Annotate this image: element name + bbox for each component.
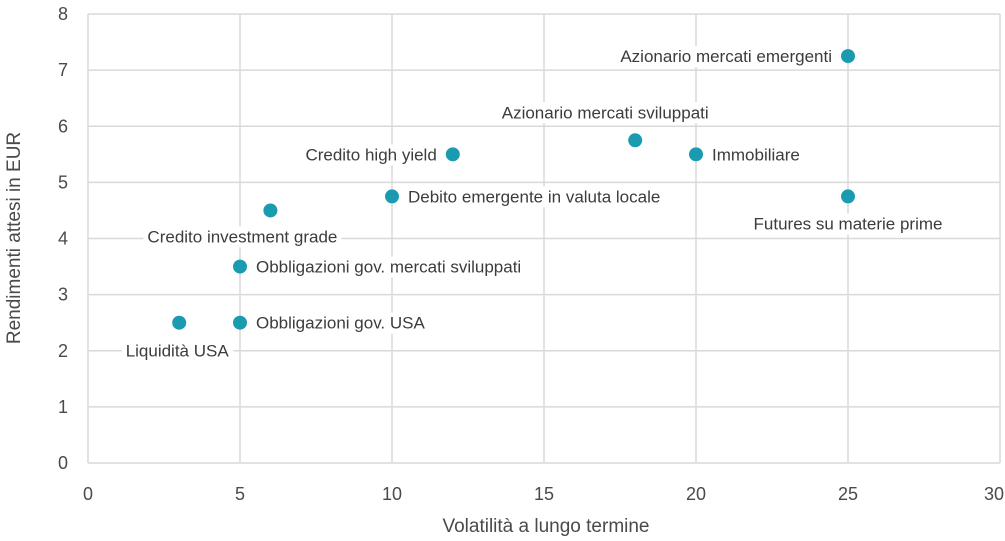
data-point bbox=[385, 189, 399, 204]
data-point bbox=[628, 133, 643, 148]
y-tick-label: 3 bbox=[58, 285, 68, 305]
y-tick-label: 8 bbox=[58, 4, 68, 24]
y-tick-label: 4 bbox=[58, 229, 68, 249]
x-tick-label: 0 bbox=[83, 484, 93, 504]
data-label: Credito investment grade bbox=[147, 227, 337, 246]
label-background bbox=[252, 312, 430, 334]
x-tick-label: 30 bbox=[984, 484, 1004, 504]
data-labels: Liquidità USA Obbligazioni gov. USA Obblig… bbox=[126, 47, 943, 361]
label-background bbox=[143, 226, 342, 248]
y-axis-title: Rendimenti attesi in EUR bbox=[4, 132, 25, 344]
x-axis-ticks: 0 5 10 15 20 25 30 bbox=[83, 484, 1004, 504]
x-tick-label: 15 bbox=[534, 484, 554, 504]
data-label: Debito emergente in valuta locale bbox=[408, 187, 660, 206]
data-label: Obbligazioni gov. USA bbox=[256, 314, 425, 333]
x-tick-label: 10 bbox=[382, 484, 402, 504]
data-point bbox=[233, 259, 247, 274]
y-tick-label: 2 bbox=[58, 341, 68, 361]
data-label: Liquidità USA bbox=[126, 342, 230, 361]
data-point bbox=[689, 147, 703, 162]
grid-lines bbox=[87, 13, 1001, 464]
data-label: Azionario mercati emergenti bbox=[620, 47, 832, 66]
data-label: Futures su materie prime bbox=[754, 214, 943, 233]
data-label: Immobiliare bbox=[712, 145, 800, 164]
y-tick-label: 1 bbox=[58, 397, 68, 417]
label-background bbox=[497, 102, 713, 124]
data-point bbox=[263, 203, 278, 218]
y-axis-ticks: 0 1 2 3 4 5 6 7 8 bbox=[58, 4, 68, 473]
x-tick-label: 25 bbox=[838, 484, 858, 504]
x-axis-title: Volatilità a lungo termine bbox=[442, 516, 649, 537]
label-background bbox=[708, 144, 804, 166]
x-tick-label: 20 bbox=[686, 484, 706, 504]
label-background bbox=[616, 46, 836, 68]
data-label: Obbligazioni gov. mercati sviluppati bbox=[256, 258, 521, 277]
y-tick-label: 5 bbox=[58, 172, 68, 192]
y-tick-label: 0 bbox=[58, 453, 68, 473]
label-background bbox=[121, 340, 234, 362]
data-points bbox=[172, 49, 855, 330]
data-point bbox=[445, 147, 460, 162]
label-backgrounds bbox=[121, 46, 947, 362]
y-tick-label: 6 bbox=[58, 116, 68, 136]
label-background bbox=[749, 213, 947, 235]
data-point bbox=[841, 49, 855, 64]
label-background bbox=[301, 144, 441, 166]
data-point bbox=[233, 315, 247, 330]
data-label: Credito high yield bbox=[305, 145, 436, 164]
data-label: Azionario mercati sviluppati bbox=[502, 103, 709, 122]
x-tick-label: 5 bbox=[235, 484, 245, 504]
y-tick-label: 7 bbox=[58, 60, 68, 80]
label-background bbox=[252, 256, 526, 278]
data-point bbox=[172, 315, 187, 330]
label-background bbox=[404, 186, 665, 208]
data-point bbox=[841, 189, 855, 204]
